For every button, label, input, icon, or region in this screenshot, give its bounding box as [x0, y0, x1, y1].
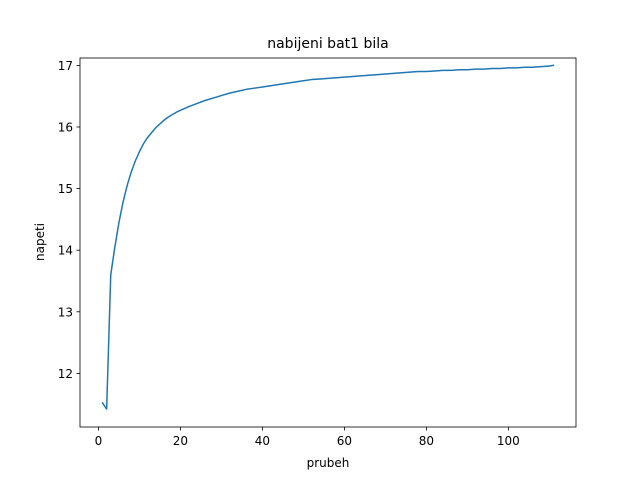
y-tick-label: 12: [58, 367, 73, 381]
x-tick-label: 60: [337, 434, 352, 448]
y-axis-label: napeti: [33, 223, 47, 261]
x-tick-label: 80: [419, 434, 434, 448]
y-axis-ticks: 12 13 14 15 16 17: [58, 59, 80, 381]
x-tick-label: 40: [255, 434, 270, 448]
x-axis-ticks: 0 20 40 60 80 100: [95, 427, 520, 448]
y-tick-label: 14: [58, 244, 73, 258]
chart-title: nabijeni bat1 bila: [267, 36, 389, 52]
y-tick-label: 13: [58, 305, 73, 319]
plot-area: [101, 64, 555, 410]
axes-frame: [79, 57, 577, 428]
series-line-1: [101, 64, 555, 410]
y-tick-label: 15: [58, 182, 73, 196]
y-tick-label: 17: [58, 59, 73, 73]
x-tick-label: 100: [497, 434, 520, 448]
x-axis-label: prubeh: [307, 456, 350, 470]
x-tick-label: 20: [173, 434, 188, 448]
y-tick-label: 16: [58, 120, 73, 134]
x-tick-label: 0: [95, 434, 103, 448]
